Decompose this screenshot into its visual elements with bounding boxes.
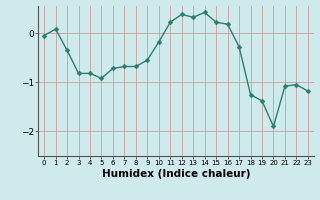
X-axis label: Humidex (Indice chaleur): Humidex (Indice chaleur)	[102, 169, 250, 179]
